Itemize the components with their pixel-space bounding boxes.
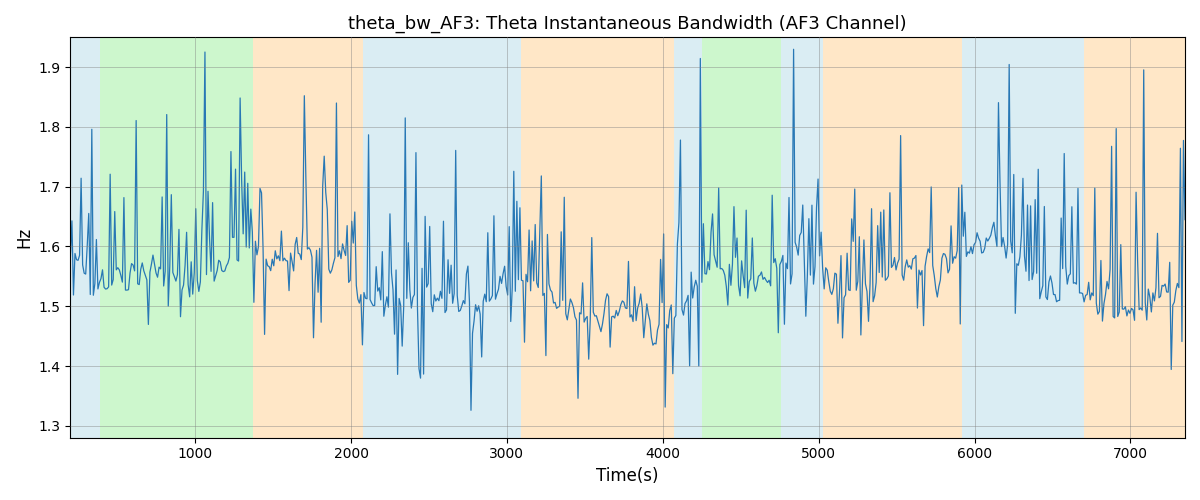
Title: theta_bw_AF3: Theta Instantaneous Bandwidth (AF3 Channel): theta_bw_AF3: Theta Instantaneous Bandwi… [348,15,907,34]
Y-axis label: Hz: Hz [14,227,32,248]
Bar [100,38,253,438]
Bar [962,38,1084,438]
Bar [781,38,823,438]
Bar [253,38,364,438]
Bar [702,38,781,438]
Bar [521,38,673,438]
Bar [364,38,521,438]
Bar [71,38,100,438]
Bar [1084,38,1186,438]
X-axis label: Time(s): Time(s) [596,467,659,485]
Bar [673,38,702,438]
Bar [823,38,962,438]
